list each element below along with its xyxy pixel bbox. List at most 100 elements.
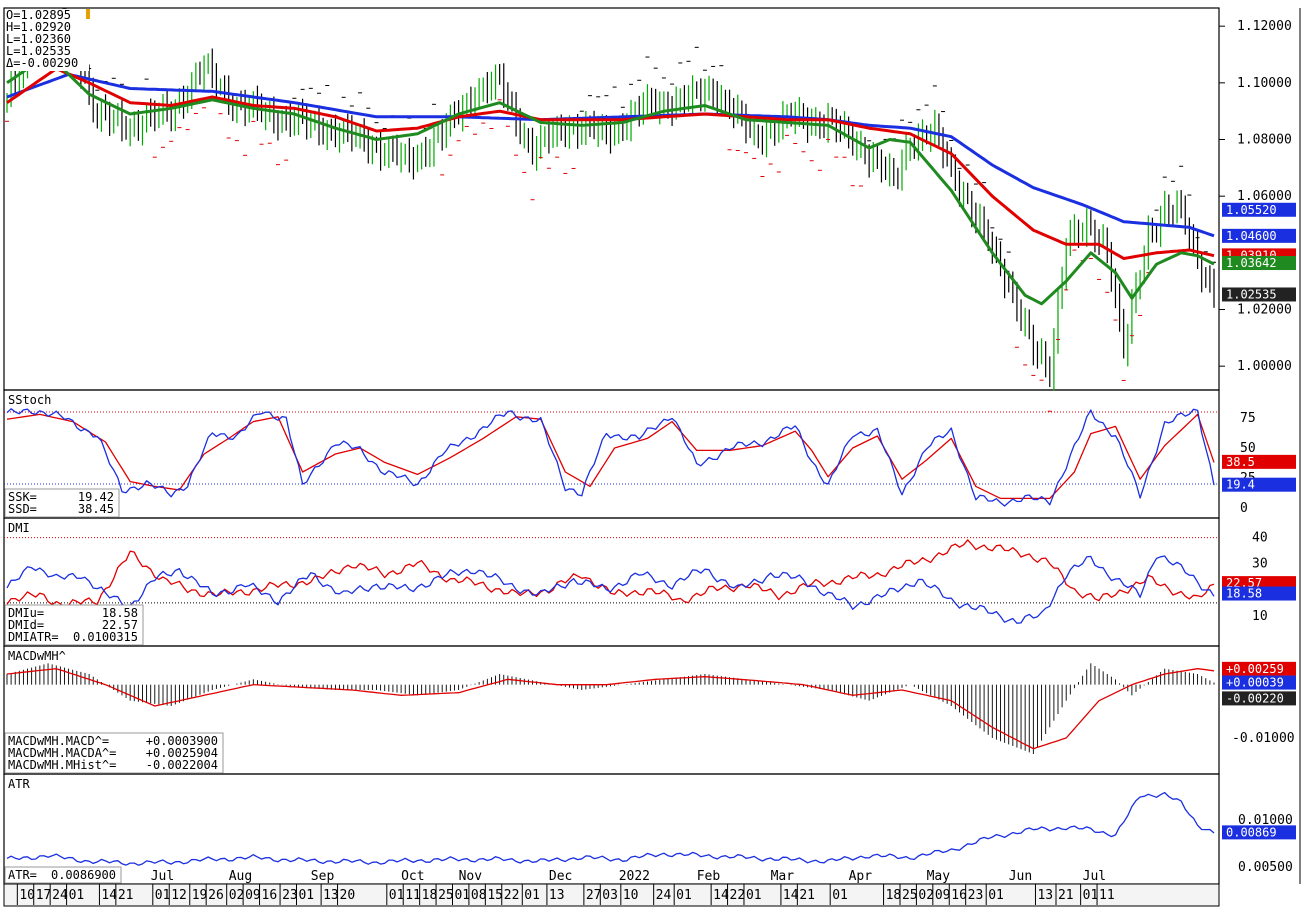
x-axis-month-label: Jun — [1009, 869, 1032, 884]
x-axis-day-label: 09 — [245, 888, 261, 903]
ohlc-readout-bg — [5, 9, 89, 71]
dmi-badge-1-bg — [1222, 586, 1296, 601]
ohlc-readout-line: Δ=-0.00290 — [6, 56, 78, 70]
stoch-tick-label: 0 — [1240, 501, 1248, 516]
price-tick-label: 1.06000 — [1237, 189, 1292, 204]
price-badge-0-text: 1.05520 — [1226, 203, 1277, 217]
current-bar-marker — [86, 9, 90, 19]
x-axis-day-label: 20 — [340, 888, 356, 903]
price-badge-4-text: 1.02535 — [1226, 287, 1277, 301]
readout-box: DMIu= 18.58 DMId= 22.57 DMIATR= 0.0100315 — [4, 604, 144, 646]
x-axis-day-label: 22 — [730, 888, 746, 903]
x-axis-day-label: 19 — [192, 888, 208, 903]
atr-tick-label: 0.00500 — [1238, 860, 1293, 875]
price-badge-3: 1.03642 — [1222, 256, 1296, 271]
price-tick-label: 1.08000 — [1237, 133, 1292, 148]
dmi-title: DMI — [8, 521, 30, 535]
x-axis-day-label: 13 — [1037, 888, 1053, 903]
x-axis-day-label: 26 — [208, 888, 224, 903]
x-axis-day-label: 11 — [1099, 888, 1115, 903]
price-badge-3-text: 1.03642 — [1226, 256, 1277, 270]
macd-badge-2-text: -0.00220 — [1226, 691, 1284, 705]
readout-value: 0.0100315 — [73, 630, 138, 644]
dmi-tick-label: 30 — [1252, 557, 1268, 572]
x-axis-day-label: 10 — [623, 888, 639, 903]
readout-label: MACDwMH.MACD^= — [8, 734, 109, 748]
x-axis-day-label: 18 — [422, 888, 438, 903]
readout-label: ATR= — [8, 868, 37, 882]
x-axis-month-label: Jul — [151, 869, 174, 884]
atr-badge-0-bg — [1222, 825, 1296, 840]
ohlc-readout: O=1.02895H=1.02920L=1.02360L=1.02535Δ=-0… — [5, 8, 90, 71]
x-axis-month-label: Apr — [849, 869, 873, 884]
price-badge-0: 1.05520 — [1222, 202, 1296, 217]
dmi-badge-1: 18.58 — [1222, 586, 1296, 601]
readout-value: 22.57 — [102, 618, 138, 632]
price-badge-0-bg — [1222, 202, 1296, 217]
price-tick-label: 1.02000 — [1237, 303, 1292, 318]
x-axis-day-label: 01 — [298, 888, 314, 903]
ohlc-readout-line: L=1.02535 — [6, 44, 71, 58]
x-axis-day-label: 24 — [52, 888, 68, 903]
readout-box: SSK= 19.42 SSD= 38.45 — [4, 488, 120, 518]
readout-label: DMId= — [8, 618, 44, 632]
x-axis-day-label: 01 — [676, 888, 692, 903]
ohlc-readout-line: O=1.02895 — [6, 8, 71, 22]
readout-value: 0.0086900 — [51, 868, 116, 882]
x-axis-day-label: 01 — [389, 888, 405, 903]
x-axis-band — [3, 883, 1220, 907]
dmi-tick-label: 40 — [1252, 531, 1268, 546]
x-axis-day-label: 27 — [586, 888, 602, 903]
x-axis-day-label: 23 — [282, 888, 298, 903]
macd-signal-line — [6, 668, 1215, 750]
macd-badge-0: +0.00259 — [1222, 661, 1296, 676]
x-axis-month-label: Oct — [401, 869, 424, 884]
x-axis-day-label: 17 — [36, 888, 52, 903]
sma-fast-line — [6, 53, 1215, 306]
x-axis-month-label: Jul — [1083, 869, 1106, 884]
readout-label: MACDwMH.MHist^= — [8, 758, 116, 772]
stoch-badge-0-text: 38.5 — [1226, 455, 1255, 469]
price-badge-1-text: 1.04600 — [1226, 229, 1277, 243]
x-axis-month-label: Aug — [229, 869, 252, 884]
macd-badge-2-bg — [1222, 691, 1296, 706]
stoch-badge-0: 38.5 — [1222, 454, 1296, 469]
readout-bg — [4, 732, 224, 774]
price-badge-4: 1.02535 — [1222, 287, 1296, 302]
x-axis-day-label: 03 — [602, 888, 618, 903]
x-axis-day-label: 25 — [438, 888, 454, 903]
readout-box: ATR= 0.0086900 — [4, 866, 122, 884]
x-axis-day-label: 24 — [656, 888, 672, 903]
x-axis-day-label: 21 — [118, 888, 134, 903]
stoch-badge-1-bg — [1222, 477, 1296, 492]
readout-box: MACDwMH.MACD^= +0.0003900 MACDwMH.MACDA^= +… — [4, 732, 224, 774]
macd-badge-1-bg — [1222, 675, 1296, 690]
price-badge-3-bg — [1222, 256, 1296, 271]
readout-value: 19.42 — [78, 490, 114, 504]
x-axis-day-label: 14 — [101, 888, 117, 903]
x-axis-day-label: 13 — [323, 888, 339, 903]
macd-title: MACDwMH^ — [8, 649, 66, 663]
readout-value: +0.0025904 — [146, 746, 218, 760]
x-axis-month-label: Dec — [549, 869, 572, 884]
x-axis-day-label: 09 — [935, 888, 951, 903]
readout-bg — [4, 604, 144, 646]
macd-badge-2: -0.00220 — [1222, 691, 1296, 706]
macd-badge-1: +0.00039 — [1222, 675, 1296, 690]
stoch-badge-1: 19.4 — [1222, 477, 1296, 492]
x-axis-day-label: 02 — [229, 888, 245, 903]
x-axis-day-label: 08 — [471, 888, 487, 903]
readout-bg — [4, 488, 120, 518]
readout-value: 38.45 — [78, 502, 114, 516]
x-axis-day-label: 12 — [171, 888, 187, 903]
x-axis-day-label: 01 — [155, 888, 171, 903]
readout-label: DMIATR= — [8, 630, 59, 644]
readout-bg — [4, 866, 122, 884]
stoch-title: SStoch — [8, 393, 51, 407]
dmi-tick-label: 10 — [1252, 609, 1268, 624]
x-axis-day-label: 10 — [19, 888, 35, 903]
